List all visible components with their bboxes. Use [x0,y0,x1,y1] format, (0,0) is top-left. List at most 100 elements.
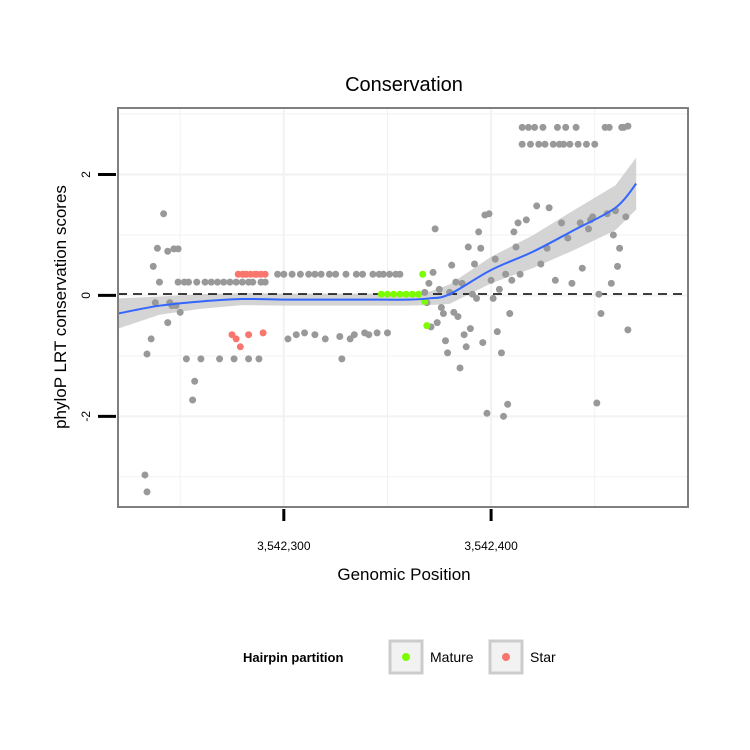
point-other [439,310,447,318]
point-other [572,123,580,131]
point-other [477,244,485,252]
point-mature [408,290,416,298]
x-tick-label: 3,542,300 [257,539,311,553]
x-axis-label: Genomic Position [337,565,470,584]
point-other [444,349,452,357]
point-other [479,339,487,347]
point-other [284,335,292,343]
point-mature [423,322,431,330]
point-other [616,244,624,252]
point-other [541,140,549,148]
point-other [564,234,572,242]
x-tick-label: 3,542,400 [464,539,518,553]
point-other [516,270,524,278]
point-other [421,288,429,296]
point-other [321,335,329,343]
point-other [510,228,518,236]
point-other [545,204,553,212]
point-other [489,294,497,302]
point-other [471,260,479,268]
x-axis-ticks: 3,542,300 3,542,400 [257,509,518,553]
point-other [365,331,373,339]
point-other [201,278,209,286]
point-other [249,278,257,286]
point-other [551,276,559,284]
legend-point-star [502,653,510,661]
point-other [292,331,300,339]
point-other [182,355,190,363]
point-other [396,270,404,278]
point-other [462,343,470,351]
point-other [226,278,234,286]
point-other [585,225,593,233]
point-other [535,140,543,148]
point-other [491,255,499,263]
y-tick-label: 0 [79,292,93,299]
point-other [526,140,534,148]
point-mature [396,290,404,298]
point-other [624,326,632,334]
point-other [493,328,501,336]
point-other [437,304,445,311]
point-other [589,213,597,221]
point-other [261,278,269,286]
point-other [311,270,319,278]
point-other [614,262,622,270]
point-other [274,270,282,278]
point-star [245,331,253,339]
point-other [238,278,246,286]
point-other [193,278,201,286]
legend-label-star: Star [530,649,556,665]
point-star [232,335,240,343]
point-other [288,270,296,278]
point-other [379,270,387,278]
point-other [582,140,590,148]
point-other [296,270,304,278]
point-other [454,313,462,321]
point-other [562,123,570,131]
y-axis-ticks: -2 0 2 [79,171,116,422]
point-other [522,216,530,224]
point-other [441,337,449,345]
point-other [473,294,481,302]
smooth-line-layer [117,182,637,315]
point-other [305,270,313,278]
point-other [460,331,468,339]
point-other [574,140,582,148]
point-other [141,471,149,479]
point-other [176,308,184,316]
plot-border [117,107,689,508]
point-other [164,319,172,327]
point-other [207,278,215,286]
point-other [213,278,221,286]
point-other [504,400,512,408]
point-other [539,123,547,131]
point-other [487,276,495,284]
point-other [425,279,433,287]
point-other [553,123,561,131]
point-other [609,231,617,239]
legend: Hairpin partition Mature Star [243,639,556,675]
point-other [352,270,360,278]
point-star [236,343,244,351]
point-other [350,331,358,339]
point-other [485,210,493,218]
point-other [336,333,344,341]
point-other [605,123,613,131]
point-star [261,270,269,278]
point-other [578,264,586,272]
point-other [191,377,199,385]
point-mature [419,270,427,278]
point-mature [415,290,423,298]
point-other [189,396,197,404]
y-tick-label: -2 [79,411,93,422]
point-other [456,364,464,372]
point-other [431,225,439,233]
point-other [448,261,456,269]
plot-panel [117,107,689,508]
point-other [500,412,508,420]
point-other [537,260,545,268]
point-other [373,329,381,337]
point-other [518,140,526,148]
point-other [464,243,472,251]
